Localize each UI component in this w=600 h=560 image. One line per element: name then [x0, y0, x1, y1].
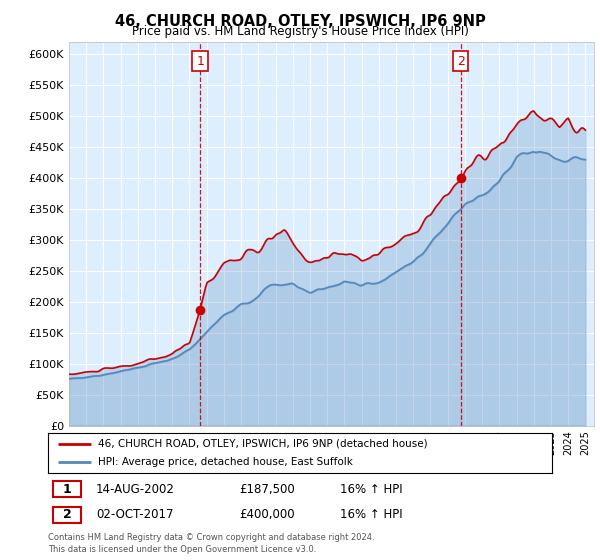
- Text: 46, CHURCH ROAD, OTLEY, IPSWICH, IP6 9NP: 46, CHURCH ROAD, OTLEY, IPSWICH, IP6 9NP: [115, 14, 485, 29]
- Text: 14-AUG-2002: 14-AUG-2002: [96, 483, 175, 496]
- Text: 16% ↑ HPI: 16% ↑ HPI: [340, 508, 403, 521]
- FancyBboxPatch shape: [53, 481, 81, 497]
- Text: 02-OCT-2017: 02-OCT-2017: [96, 508, 173, 521]
- Text: Contains HM Land Registry data © Crown copyright and database right 2024.
This d: Contains HM Land Registry data © Crown c…: [48, 533, 374, 554]
- Text: 1: 1: [196, 55, 204, 68]
- Text: 2: 2: [457, 55, 464, 68]
- Text: 1: 1: [62, 483, 71, 496]
- Text: £400,000: £400,000: [239, 508, 295, 521]
- FancyBboxPatch shape: [53, 507, 81, 522]
- Text: Price paid vs. HM Land Registry's House Price Index (HPI): Price paid vs. HM Land Registry's House …: [131, 25, 469, 38]
- Text: £187,500: £187,500: [239, 483, 295, 496]
- Text: HPI: Average price, detached house, East Suffolk: HPI: Average price, detached house, East…: [98, 458, 353, 467]
- Text: 2: 2: [62, 508, 71, 521]
- Text: 46, CHURCH ROAD, OTLEY, IPSWICH, IP6 9NP (detached house): 46, CHURCH ROAD, OTLEY, IPSWICH, IP6 9NP…: [98, 439, 428, 449]
- Text: 16% ↑ HPI: 16% ↑ HPI: [340, 483, 403, 496]
